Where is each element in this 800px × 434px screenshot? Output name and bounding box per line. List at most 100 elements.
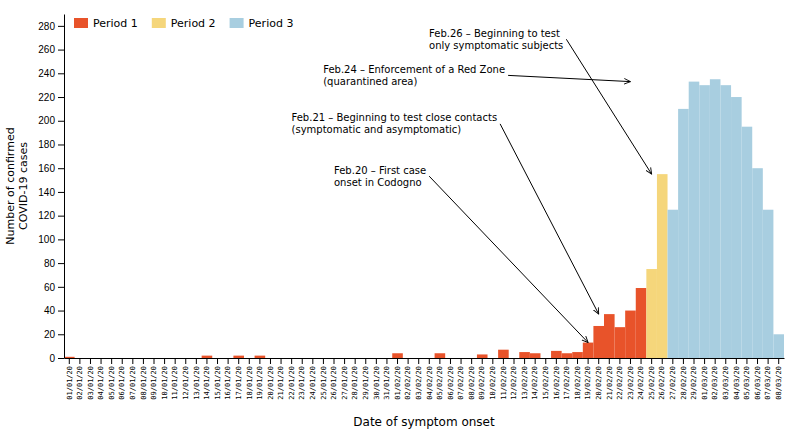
bars [64,79,784,358]
x-tick-label: 08/03/20 [775,366,783,400]
x-tick-mark [334,358,335,364]
x-tick-label: 29/02/20 [690,366,698,400]
bar [699,85,710,358]
y-tick: 0 [49,353,64,364]
y-tick-mark [58,311,64,312]
x-tick: 07/03/20 [764,358,772,400]
x-tick-label: 01/03/20 [701,366,709,400]
x-tick-label: 04/03/20 [733,366,741,400]
x-tick-label: 03/01/20 [87,366,95,400]
bar [551,351,562,358]
y-tick: 80 [44,258,64,269]
annotation-text: Feb.20 – First caseonset in Codogno [334,165,426,188]
x-tick-label: 01/01/20 [66,366,74,400]
x-tick-mark [439,358,440,364]
x-tick-mark [206,358,207,364]
x-tick-mark [69,358,70,364]
bar [308,358,319,359]
x-tick-label: 19/02/20 [584,366,592,400]
x-tick-label: 15/02/20 [542,366,550,400]
bar [604,314,615,358]
x-tick-label: 14/01/20 [203,366,211,400]
x-tick: 02/02/20 [404,358,412,400]
x-tick-mark [365,358,366,364]
legend-item: Period 3 [230,17,294,30]
annotation-arrow [500,124,599,314]
x-tick-mark [556,358,557,364]
x-tick-mark [588,358,589,364]
y-tick-mark [58,168,64,169]
x-tick-label: 06/03/20 [754,366,762,400]
x-tick-label: 19/01/20 [256,366,264,400]
y-tick: 160 [38,163,64,174]
y-tick: 180 [38,139,64,150]
legend: Period 1Period 2Period 3 [74,17,293,30]
bar [138,358,149,359]
x-tick: 05/01/20 [108,358,116,400]
y-tick: 60 [44,282,64,293]
x-tick-mark [418,358,419,364]
x-tick-label: 04/02/20 [426,366,434,400]
x-tick: 14/02/20 [531,358,539,400]
x-tick-label: 13/02/20 [521,366,529,400]
x-tick: 23/01/20 [298,358,306,400]
x-tick-label: 05/03/20 [743,366,751,400]
x-tick-mark [492,358,493,364]
x-tick: 03/01/20 [87,358,95,400]
x-tick-mark [259,358,260,364]
x-tick-mark [704,358,705,364]
y-tick-label: 60 [44,282,56,293]
x-tick-label: 15/01/20 [214,366,222,400]
x-tick-mark [154,358,155,364]
x-tick-label: 07/01/20 [129,366,137,400]
x-tick: 03/02/20 [415,358,423,400]
x-tick: 20/02/20 [595,358,603,400]
x-tick-label: 05/01/20 [108,366,116,400]
x-tick-label: 24/01/20 [309,366,317,400]
x-tick-mark [736,358,737,364]
y-tick-label: 280 [38,21,55,32]
x-tick: 07/01/20 [129,358,137,400]
x-tick: 04/01/20 [97,358,105,400]
y-tick: 200 [38,115,64,126]
bar [233,356,244,358]
x-tick-label: 12/02/20 [510,366,518,400]
legend-swatch [230,18,244,28]
bar [255,356,266,358]
x-tick: 12/02/20 [510,358,518,400]
x-tick: 04/02/20 [426,358,434,400]
bar [720,85,731,358]
annotation-arrow [429,176,588,342]
x-tick-mark [312,358,313,364]
bar [223,358,234,359]
x-tick-mark [630,358,631,364]
x-tick: 25/01/20 [320,358,328,400]
x-tick-mark [778,358,779,364]
x-tick-label: 20/01/20 [267,366,275,400]
bar [403,358,414,359]
x-tick: 22/01/20 [288,358,296,400]
x-tick-mark [302,358,303,364]
x-tick-label: 22/01/20 [288,366,296,400]
y-tick-label: 260 [38,44,55,55]
bar [392,353,403,358]
bar [593,326,604,358]
bar [657,174,668,358]
bar [149,358,160,359]
x-tick-mark [577,358,578,364]
bar [371,358,382,359]
x-tick-label: 16/02/20 [553,366,561,400]
x-tick-mark [609,358,610,364]
x-tick: 05/02/20 [436,358,444,400]
bar [329,358,340,359]
x-axis: 01/01/2002/01/2003/01/2004/01/2005/01/20… [65,358,785,400]
y-tick: 20 [44,329,64,340]
x-tick-label: 02/03/20 [711,366,719,400]
x-tick-mark [111,358,112,364]
y-tick-mark [58,26,64,27]
plot: 01/01/2002/01/2003/01/2004/01/2005/01/20… [4,15,785,430]
x-tick: 27/01/20 [341,358,349,400]
y-tick-mark [58,334,64,335]
y-tick-label: 140 [38,187,55,198]
bar [286,358,297,359]
